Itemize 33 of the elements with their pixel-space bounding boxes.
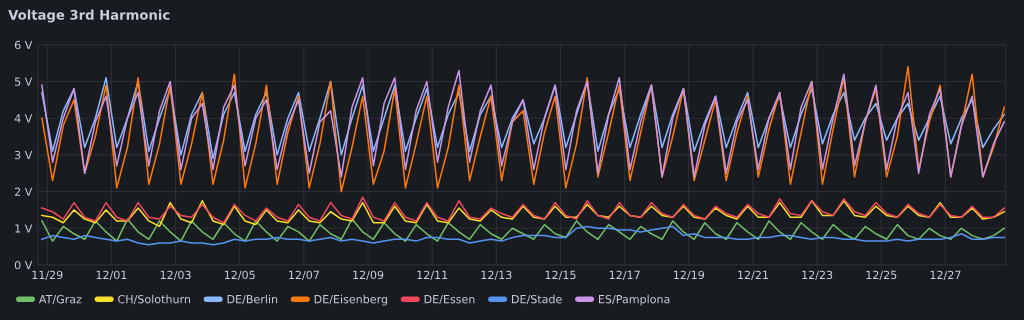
legend-label: DE/Stade	[512, 294, 562, 305]
legend-label: AT/Graz	[38, 294, 82, 305]
y-tick-label: 2 V	[14, 187, 33, 196]
y-tick-label: 5 V	[14, 77, 33, 86]
x-tick-label: 12/17	[609, 270, 640, 280]
x-tick-label: 12/25	[866, 270, 897, 280]
legend-label: DE/Eisenberg	[314, 294, 388, 306]
y-tick-label: 3 V	[14, 150, 33, 160]
x-tick-label: 12/23	[802, 270, 833, 280]
x-tick-label: 12/19	[674, 270, 705, 280]
x-tick-label: 12/11	[417, 270, 448, 280]
x-tick-label: 12/05	[224, 270, 255, 280]
x-tick-label: 12/01	[96, 270, 127, 280]
legend-label: DE/Berlin	[227, 294, 278, 305]
x-tick-label: 12/21	[738, 270, 768, 280]
line-series	[41, 77, 1005, 160]
x-tick-label: 12/15	[545, 270, 576, 280]
x-tick-label: 12/27	[930, 270, 961, 280]
x-tick-label: 12/13	[481, 270, 512, 280]
x-tick-label: 12/07	[289, 270, 319, 280]
x-tick-label: 11/29	[32, 270, 63, 280]
chart-title: Voltage 3rd Harmonic	[8, 9, 170, 23]
y-tick-label: 0 V	[14, 260, 33, 270]
x-tick-label: 12/09	[353, 270, 384, 280]
legend-label: ES/Pamplona	[599, 294, 670, 306]
legend-label: CH/Solothurn	[118, 294, 191, 305]
y-tick-label: 4 V	[14, 114, 33, 123]
legend-label: DE/Essen	[424, 295, 475, 305]
y-tick-label: 6 V	[14, 40, 33, 50]
x-tick-label: 12/03	[160, 270, 191, 280]
line-series	[41, 225, 1005, 246]
line-series	[41, 218, 1005, 242]
y-tick-label: 1 V	[15, 224, 33, 233]
